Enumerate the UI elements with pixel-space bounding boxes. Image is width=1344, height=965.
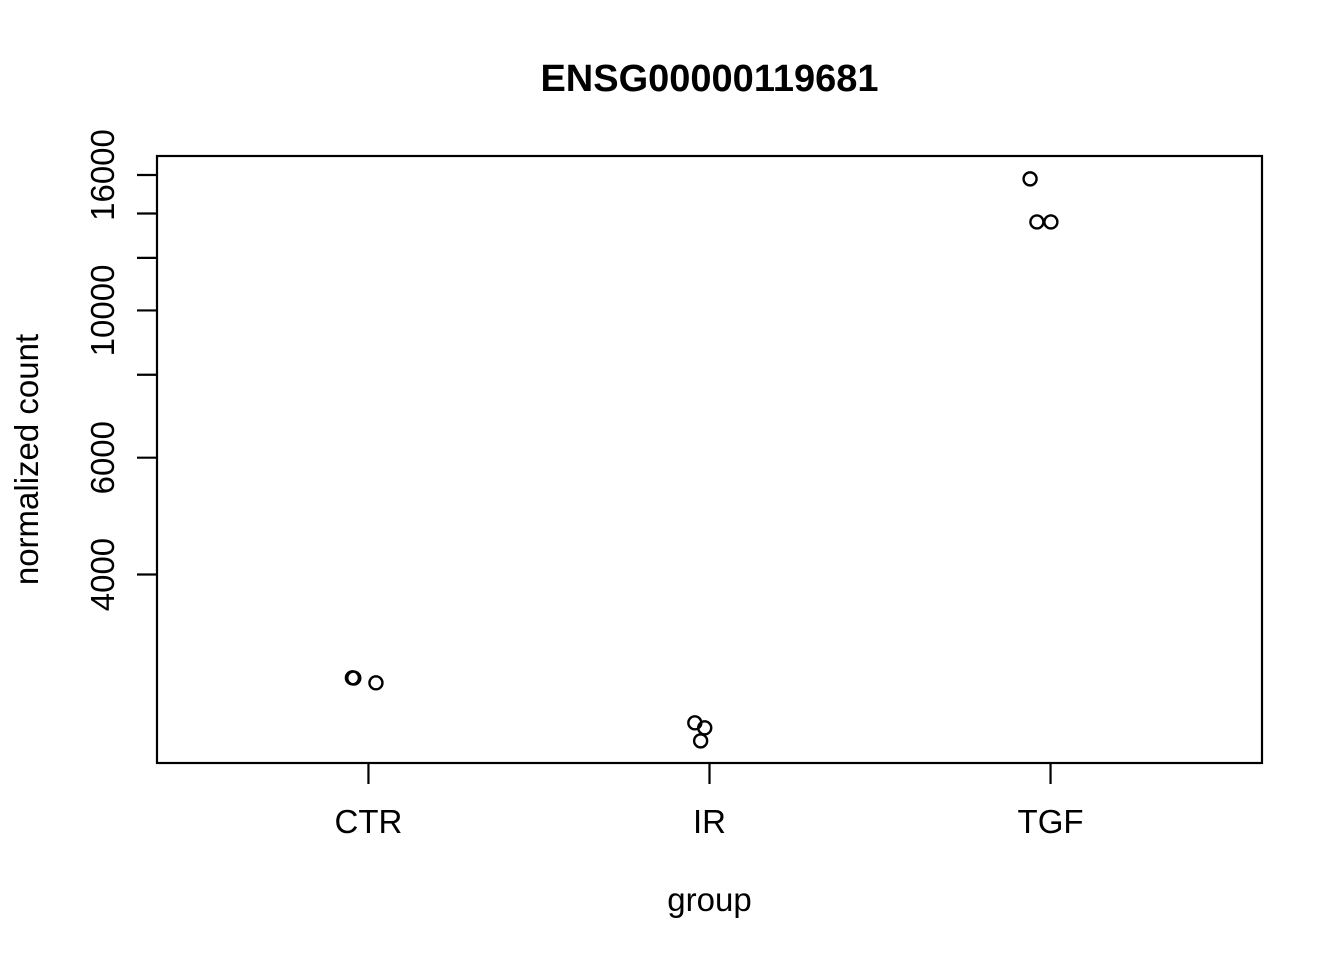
y-axis-tick-label: 6000 xyxy=(84,421,121,494)
x-axis: CTR IR TGF xyxy=(335,763,1084,840)
x-axis-category-label: CTR xyxy=(335,803,403,840)
data-points-layer xyxy=(344,171,1059,749)
x-axis-title: group xyxy=(667,881,751,918)
data-point xyxy=(697,720,713,736)
x-axis-category-label: IR xyxy=(693,803,726,840)
x-axis-category-label: TGF xyxy=(1018,803,1084,840)
y-axis: 4000 6000 10000 16000 xyxy=(84,129,157,611)
data-point xyxy=(1043,214,1059,230)
data-point xyxy=(346,670,362,686)
plot-border xyxy=(155,154,1264,765)
plot-title: ENSG00000119681 xyxy=(540,58,878,100)
y-axis-tick-label: 4000 xyxy=(84,538,121,611)
y-axis-tick-label: 10000 xyxy=(84,265,121,357)
data-point xyxy=(368,675,384,691)
data-point xyxy=(1022,171,1038,187)
data-point xyxy=(692,733,709,749)
data-point xyxy=(1029,214,1045,230)
y-axis-title: normalized count xyxy=(8,334,45,585)
y-axis-tick-label: 16000 xyxy=(84,129,121,221)
